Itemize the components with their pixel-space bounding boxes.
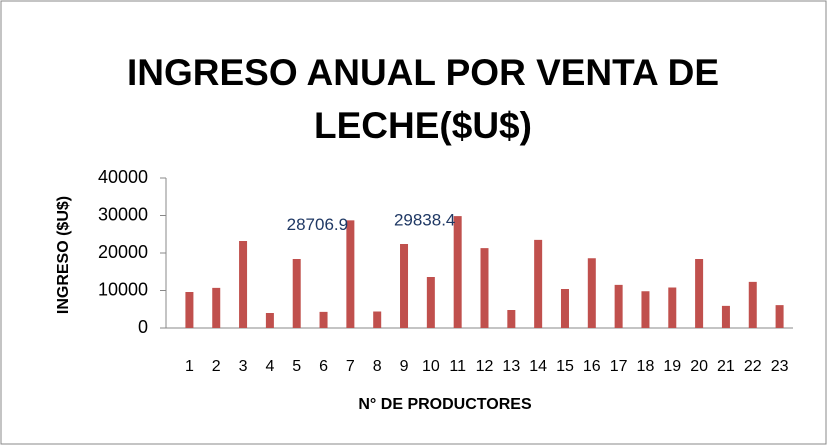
bar [426,277,435,328]
bar [239,241,248,328]
bar [668,287,677,328]
bar [560,289,569,328]
x-tick-label: 14 [529,358,547,375]
y-tick-label: 40000 [98,167,148,187]
x-tick-label: 1 [185,358,194,375]
bar [507,310,516,328]
bar [695,259,704,328]
x-tick-label: 7 [346,358,355,375]
bar [185,292,194,328]
bar [265,313,274,328]
bar [721,305,730,328]
x-tick-label: 9 [400,358,409,375]
x-tick-label: 18 [637,358,655,375]
bar [748,281,757,328]
chart-title: INGRESO ANUAL POR VENTA DE [127,52,719,93]
x-tick-label: 3 [239,358,248,375]
x-tick-label: 5 [292,358,301,375]
bar [346,220,355,328]
x-axis-label: N° DE PRODUCTORES [358,396,532,413]
x-tick-label: 2 [212,358,221,375]
x-tick-label: 13 [502,358,520,375]
x-tick-label: 20 [690,358,708,375]
bar [587,258,596,328]
x-tick-label: 6 [319,358,328,375]
bar [292,259,301,328]
chart-title: LECHE($U$) [314,105,532,146]
x-tick-label: 23 [771,358,789,375]
bar [641,291,650,328]
y-tick-label: 20000 [98,242,148,262]
x-tick-label: 10 [422,358,440,375]
x-tick-label: 8 [373,358,382,375]
bar [534,239,543,328]
data-label: 28706.9 [287,215,348,234]
x-tick-label: 4 [265,358,274,375]
bar [212,287,221,328]
bar [319,311,328,328]
x-tick-label: 22 [744,358,762,375]
y-tick-label: 30000 [98,204,148,224]
x-tick-label: 21 [717,358,735,375]
bar [775,305,784,328]
y-axis-label: INGRESO ($U$) [55,196,72,314]
x-tick-label: 12 [476,358,494,375]
bar [453,216,462,328]
y-tick-label: 10000 [98,279,148,299]
x-tick-label: 15 [556,358,574,375]
x-tick-label: 17 [610,358,628,375]
x-tick-label: 16 [583,358,601,375]
x-tick-label: 19 [663,358,681,375]
bar [614,284,623,328]
data-label: 29838.4 [394,211,455,230]
bar [480,248,489,328]
bar [400,244,409,328]
x-tick-label: 11 [449,358,466,375]
bar [373,311,382,328]
y-tick-label: 0 [138,317,148,337]
